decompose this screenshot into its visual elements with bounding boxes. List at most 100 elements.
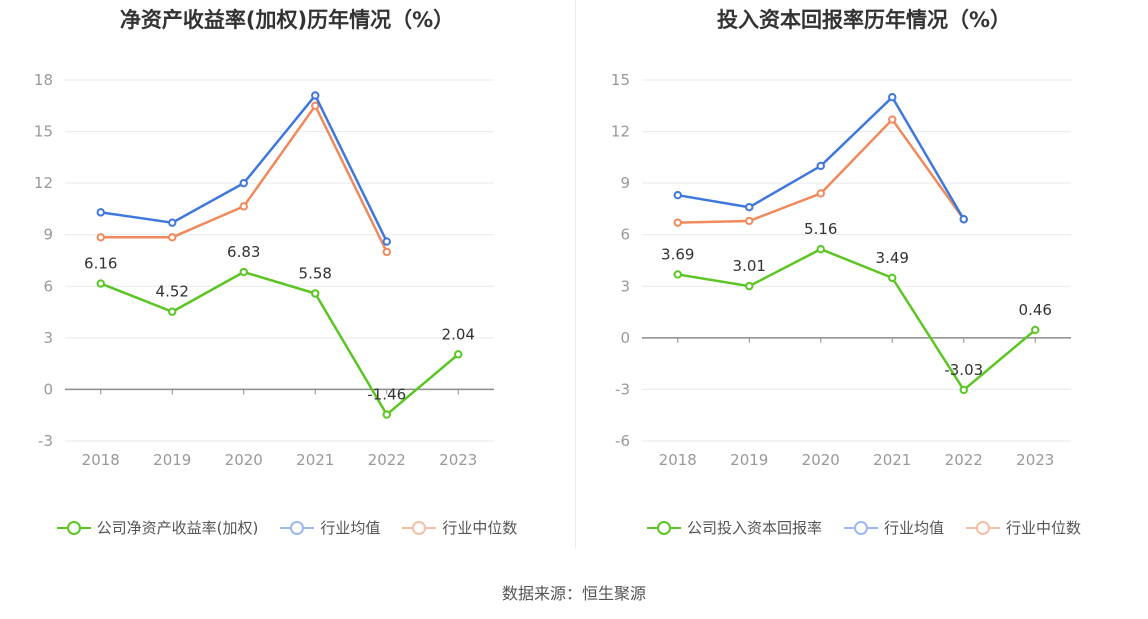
industry-median-point	[816, 189, 825, 198]
data-label: 3.01	[733, 257, 766, 275]
industry-avg-point	[168, 218, 177, 227]
legend-label: 行业均值	[883, 519, 944, 537]
x-tick-label: 2021	[873, 451, 911, 469]
y-tick-label: -3	[615, 380, 630, 398]
industry-avg-point	[239, 178, 248, 188]
x-tick-label: 2019	[153, 451, 191, 469]
company-point	[959, 385, 968, 395]
line-marker-icon	[843, 520, 878, 535]
industry-median-point	[382, 247, 391, 257]
data-label: 5.16	[804, 220, 837, 238]
industry-median-point	[745, 216, 754, 226]
line-marker-icon	[402, 520, 437, 535]
y-tick-label: 12	[34, 174, 53, 192]
company-point	[888, 273, 897, 283]
company-point	[454, 350, 463, 359]
industry-median-point	[673, 218, 682, 227]
chart-title: 投入资本回报率历年情况（%）	[716, 8, 1012, 32]
industry-median-point	[239, 202, 248, 211]
data-label: 3.69	[661, 245, 694, 263]
legend-label: 公司投入资本回报率	[686, 519, 822, 537]
panel-divider	[575, 0, 576, 548]
company-point	[311, 289, 320, 298]
data-label: 6.83	[227, 243, 260, 261]
y-tick-label: 15	[34, 123, 53, 141]
industry-avg-point	[816, 161, 825, 171]
line-marker-icon	[646, 520, 681, 535]
legend-item-industry-avg[interactable]: 行业均值	[280, 517, 380, 538]
company-point	[816, 244, 825, 254]
y-tick-label: 3	[43, 329, 53, 347]
y-tick-label: 9	[43, 226, 53, 244]
legend-label: 行业均值	[320, 519, 381, 537]
industry-median-point	[311, 101, 320, 110]
data-label: 4.52	[156, 283, 189, 301]
x-tick-label: 2019	[730, 451, 768, 469]
roe-chart-panel: 净资产收益率(加权)历年情况（%） -3 0 3 6 9 12 15 18 2018 2019 20…	[0, 0, 574, 560]
data-label: 5.58	[299, 265, 332, 283]
x-tick-label: 2020	[802, 451, 840, 469]
data-label: -3.03	[944, 361, 983, 379]
y-tick-label: 15	[611, 71, 630, 89]
line-marker-icon	[280, 520, 315, 535]
y-tick-label: 6	[620, 226, 630, 244]
x-tick-label: 2022	[368, 451, 406, 469]
y-tick-label: 0	[43, 380, 53, 398]
industry-avg-point	[888, 92, 897, 102]
company-point	[168, 307, 177, 316]
legend-item-company-roe[interactable]: 公司净资产收益率(加权)	[56, 517, 259, 538]
chart-legend: 公司投入资本回报率 行业均值 行业中位数	[577, 517, 1148, 538]
industry-median-line	[100, 104, 388, 253]
y-tick-label: -6	[615, 432, 630, 450]
company-point	[382, 410, 391, 419]
data-label: 2.04	[442, 325, 475, 343]
industry-median-point	[888, 115, 897, 124]
line-marker-icon	[56, 520, 91, 535]
industry-median-point	[96, 233, 105, 242]
y-tick-label: 18	[34, 71, 53, 89]
company-point	[673, 270, 682, 279]
company-point	[745, 281, 754, 291]
x-tick-label: 2018	[659, 451, 697, 469]
data-label: -1.46	[367, 386, 406, 404]
company-point	[239, 267, 248, 277]
company-point	[96, 279, 105, 288]
roic-chart-panel: 投入资本回报率历年情况（%） -6 -3 0 3 6 9 12 15 2018 2019 2020 2…	[577, 0, 1148, 560]
data-label: 6.16	[84, 255, 117, 273]
roic-chart-plot: -6 -3 0 3 6 9 12 15 2018 2019 2020 2021 2022 2023 3.69…	[611, 71, 1071, 469]
industry-avg-point	[382, 237, 391, 246]
roe-chart-plot: -3 0 3 6 9 12 15 18 2018 2019 2020 2021 2022 2023 6.16…	[34, 71, 494, 469]
industry-avg-point	[96, 208, 105, 217]
y-tick-label: 9	[620, 174, 630, 192]
y-tick-label: 12	[611, 123, 630, 141]
legend-item-company-roic[interactable]: 公司投入资本回报率	[646, 517, 822, 538]
industry-avg-point	[311, 91, 320, 100]
data-label: 3.49	[876, 249, 909, 267]
y-tick-label: -3	[38, 432, 53, 450]
industry-avg-line	[100, 94, 388, 243]
y-tick-label: 6	[43, 277, 53, 295]
legend-item-industry-median[interactable]: 行业中位数	[966, 517, 1081, 538]
y-tick-label: 0	[620, 329, 630, 347]
company-line	[677, 247, 1037, 392]
chart-title: 净资产收益率(加权)历年情况（%）	[119, 8, 455, 32]
legend-item-industry-median[interactable]: 行业中位数	[402, 517, 517, 538]
x-tick-label: 2023	[1016, 451, 1054, 469]
legend-label: 行业中位数	[1006, 519, 1082, 537]
legend-label: 行业中位数	[442, 519, 518, 537]
industry-avg-point	[745, 203, 754, 212]
industry-median-point	[168, 233, 177, 242]
company-point	[1031, 325, 1040, 335]
industry-avg-point	[959, 215, 968, 224]
y-tick-label: 3	[620, 277, 630, 295]
x-tick-label: 2021	[296, 451, 334, 469]
x-tick-label: 2018	[82, 451, 120, 469]
line-marker-icon	[966, 520, 1000, 535]
data-label: 0.46	[1019, 301, 1052, 319]
industry-avg-point	[673, 190, 682, 200]
legend-item-industry-avg[interactable]: 行业均值	[843, 517, 944, 538]
x-tick-label: 2023	[439, 451, 477, 469]
company-line	[100, 270, 460, 416]
legend-label: 公司净资产收益率(加权)	[96, 519, 259, 537]
x-tick-label: 2022	[945, 451, 983, 469]
